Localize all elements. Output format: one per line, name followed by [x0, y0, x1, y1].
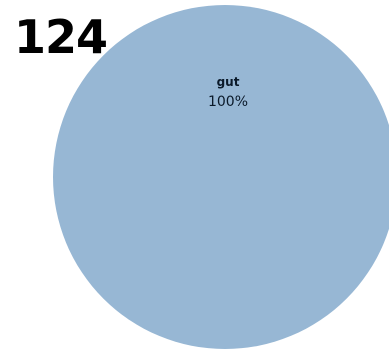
chart-number: 124 — [14, 10, 108, 64]
slice-label-gut: gut — [217, 75, 240, 89]
pie-slice-gut — [53, 5, 389, 349]
slice-percent-gut: 100% — [208, 94, 248, 110]
